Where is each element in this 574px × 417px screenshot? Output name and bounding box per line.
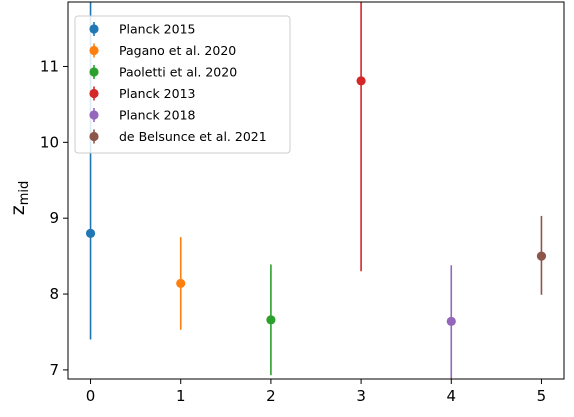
series-5 (536, 215, 547, 295)
legend-label: Paoletti et al. 2020 (119, 65, 237, 80)
legend-entry: Planck 2013 (89, 86, 196, 101)
legend-label: Pagano et al. 2020 (119, 43, 236, 58)
y-tick-label: 10 (40, 133, 59, 151)
legend-marker (89, 88, 99, 99)
x-tick-label: 5 (537, 387, 547, 405)
series-1 (176, 237, 186, 330)
x-tick-label: 2 (266, 387, 276, 405)
legend-marker (89, 110, 99, 120)
data-point (356, 76, 366, 86)
x-tick-label: 3 (356, 387, 366, 405)
legend-marker (89, 45, 99, 56)
y-axis-label: zmid (7, 181, 32, 216)
data-point (85, 228, 96, 238)
x-tick-label: 0 (86, 387, 96, 405)
legend-label: Planck 2013 (119, 86, 196, 101)
legend-marker (89, 67, 99, 77)
x-tick-label: 4 (446, 387, 456, 405)
y-axis-label-subscript: mid (17, 181, 32, 206)
legend-box (74, 15, 291, 154)
data-point (536, 251, 547, 261)
data-point (266, 315, 276, 325)
legend-marker (89, 24, 99, 34)
legend-label: Planck 2018 (119, 108, 196, 123)
legend-entry: Planck 2015 (89, 22, 196, 37)
series-3 (356, 2, 366, 272)
y-tick-label: 7 (49, 361, 59, 379)
legend-entry: Paoletti et al. 2020 (89, 65, 237, 80)
y-tick-label: 9 (49, 209, 59, 227)
y-tick-label: 11 (40, 57, 59, 75)
data-point (446, 316, 456, 326)
axes-frame (67, 1, 565, 380)
y-axis-label-main: z (7, 205, 29, 215)
legend: Planck 2015 Pagano et al. 2020 Paoletti et… (74, 15, 291, 154)
series-2 (266, 264, 276, 376)
legend-label: de Belsunce et al. 2021 (119, 129, 267, 144)
y-axis-label-text: zmid (7, 181, 32, 216)
data-point (176, 278, 186, 289)
y-tick-label: 8 (49, 285, 59, 303)
legend-entry: Planck 2018 (89, 108, 196, 123)
legend-marker (89, 131, 99, 142)
plot-area: 0 1 2 3 4 5 7 8 9 10 11 (40, 1, 565, 405)
legend-label: Planck 2015 (119, 22, 196, 37)
legend-entry: de Belsunce et al. 2021 (89, 129, 267, 144)
x-tick-label: 1 (176, 387, 186, 405)
series-4 (446, 265, 456, 379)
legend-entry: Pagano et al. 2020 (89, 43, 236, 58)
